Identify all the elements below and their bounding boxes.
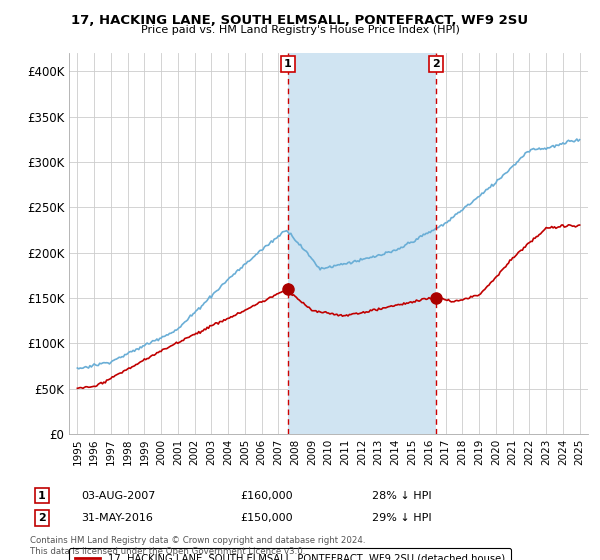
Text: £150,000: £150,000 bbox=[240, 513, 293, 523]
Text: Price paid vs. HM Land Registry's House Price Index (HPI): Price paid vs. HM Land Registry's House … bbox=[140, 25, 460, 35]
Text: 1: 1 bbox=[38, 491, 46, 501]
Text: £160,000: £160,000 bbox=[240, 491, 293, 501]
Text: Contains HM Land Registry data © Crown copyright and database right 2024.
This d: Contains HM Land Registry data © Crown c… bbox=[30, 536, 365, 556]
Text: 28% ↓ HPI: 28% ↓ HPI bbox=[372, 491, 431, 501]
Text: 2: 2 bbox=[38, 513, 46, 523]
Text: 17, HACKING LANE, SOUTH ELMSALL, PONTEFRACT, WF9 2SU: 17, HACKING LANE, SOUTH ELMSALL, PONTEFR… bbox=[71, 14, 529, 27]
Text: 03-AUG-2007: 03-AUG-2007 bbox=[81, 491, 155, 501]
Text: 31-MAY-2016: 31-MAY-2016 bbox=[81, 513, 153, 523]
Text: 1: 1 bbox=[284, 59, 292, 69]
Legend: 17, HACKING LANE, SOUTH ELMSALL, PONTEFRACT, WF9 2SU (detached house), HPI: Aver: 17, HACKING LANE, SOUTH ELMSALL, PONTEFR… bbox=[69, 548, 511, 560]
Text: 2: 2 bbox=[432, 59, 440, 69]
Bar bbox=[288, 53, 436, 434]
Text: 29% ↓ HPI: 29% ↓ HPI bbox=[372, 513, 431, 523]
